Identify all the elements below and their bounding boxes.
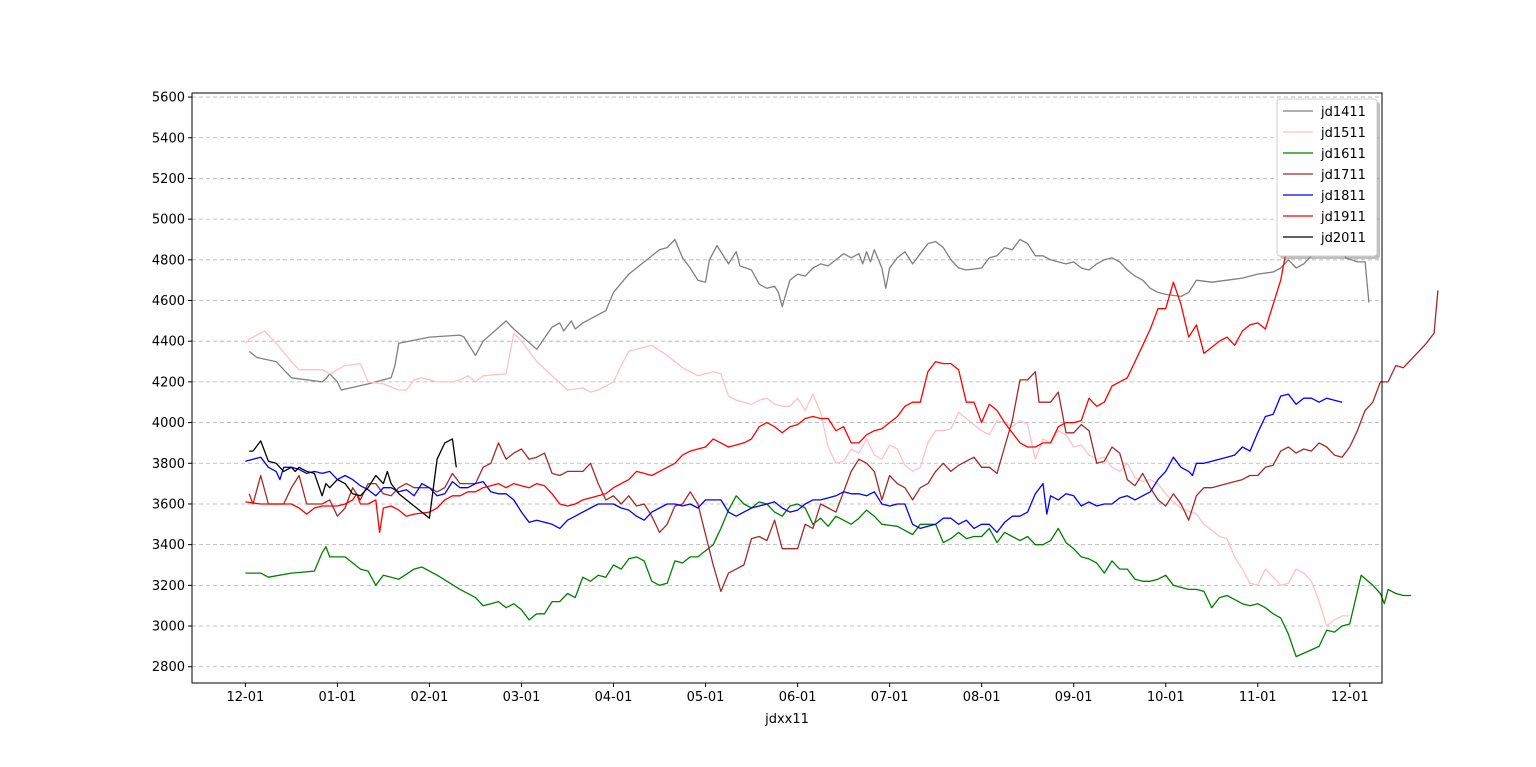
legend-box (1276, 98, 1378, 257)
legend-label: jd1811 (1320, 189, 1366, 204)
series-line-jd2011 (249, 438, 457, 519)
x-tick-label: 08-01 (963, 690, 1001, 705)
legend-label: jd2011 (1320, 231, 1366, 246)
y-tick-label: 4200 (152, 375, 185, 390)
y-tick-label: 5600 (152, 91, 185, 106)
series-line-jd1411 (248, 238, 1370, 391)
y-tick-label: 5400 (152, 131, 185, 146)
x-tick-label: 09-01 (1055, 690, 1093, 705)
plot-frame (191, 92, 1383, 684)
y-tick-label: 4400 (152, 335, 185, 350)
x-tick-label: 04-01 (595, 690, 633, 705)
y-tick-label: 3600 (152, 497, 185, 512)
x-tick-label: 10-01 (1147, 690, 1185, 705)
series-line-jd1811 (245, 393, 1343, 534)
series-line-jd1511 (244, 330, 1350, 627)
series-line-jd1911 (245, 118, 1347, 534)
x-tick-label: 05-01 (687, 690, 725, 705)
y-tick-label: 3400 (152, 538, 185, 553)
y-tick-label: 2800 (152, 660, 185, 675)
x-tick-label: 06-01 (779, 690, 817, 705)
y-tick-label: 5200 (152, 172, 185, 187)
series-line-jd1611 (245, 495, 1412, 658)
legend-label: jd1611 (1320, 147, 1366, 162)
y-tick-label: 4600 (152, 294, 185, 309)
x-tick-label: 11-01 (1239, 690, 1277, 705)
y-tick-label: 5000 (152, 213, 185, 228)
x-tick-label: 03-01 (503, 690, 541, 705)
y-tick-label: 3800 (152, 457, 185, 472)
y-tick-label: 3000 (152, 620, 185, 635)
y-axis: 2800 3000 3200 3400 3600 3800 4000 4200 4400 4600… (152, 91, 192, 675)
y-tick-label: 4000 (152, 416, 185, 431)
y-tick-label: 4800 (152, 253, 185, 268)
x-tick-label: 01-01 (319, 690, 357, 705)
y-tick-label: 3200 (152, 579, 185, 594)
x-tick-label: 12-01 (1331, 690, 1369, 705)
x-tick-label: 12-01 (226, 690, 264, 705)
grid-lines (192, 96, 1382, 668)
legend: jd1411 jd1511 jd1611 jd1711 jd1811 jd1911 jd20… (1276, 98, 1380, 259)
legend-label: jd1511 (1320, 126, 1366, 141)
x-axis-label: jdxx11 (764, 712, 809, 727)
series-line-jd1711 (248, 290, 1439, 593)
x-tick-label: 07-01 (871, 690, 909, 705)
legend-label: jd1411 (1320, 105, 1366, 120)
x-tick-label: 02-01 (411, 690, 449, 705)
legend-label: jd1911 (1320, 210, 1366, 225)
legend-label: jd1711 (1320, 168, 1366, 183)
x-axis: 12-01 01-01 02-01 03-01 04-01 05-01 06-01 07-01… (226, 683, 1369, 705)
series-lines (244, 118, 1439, 658)
